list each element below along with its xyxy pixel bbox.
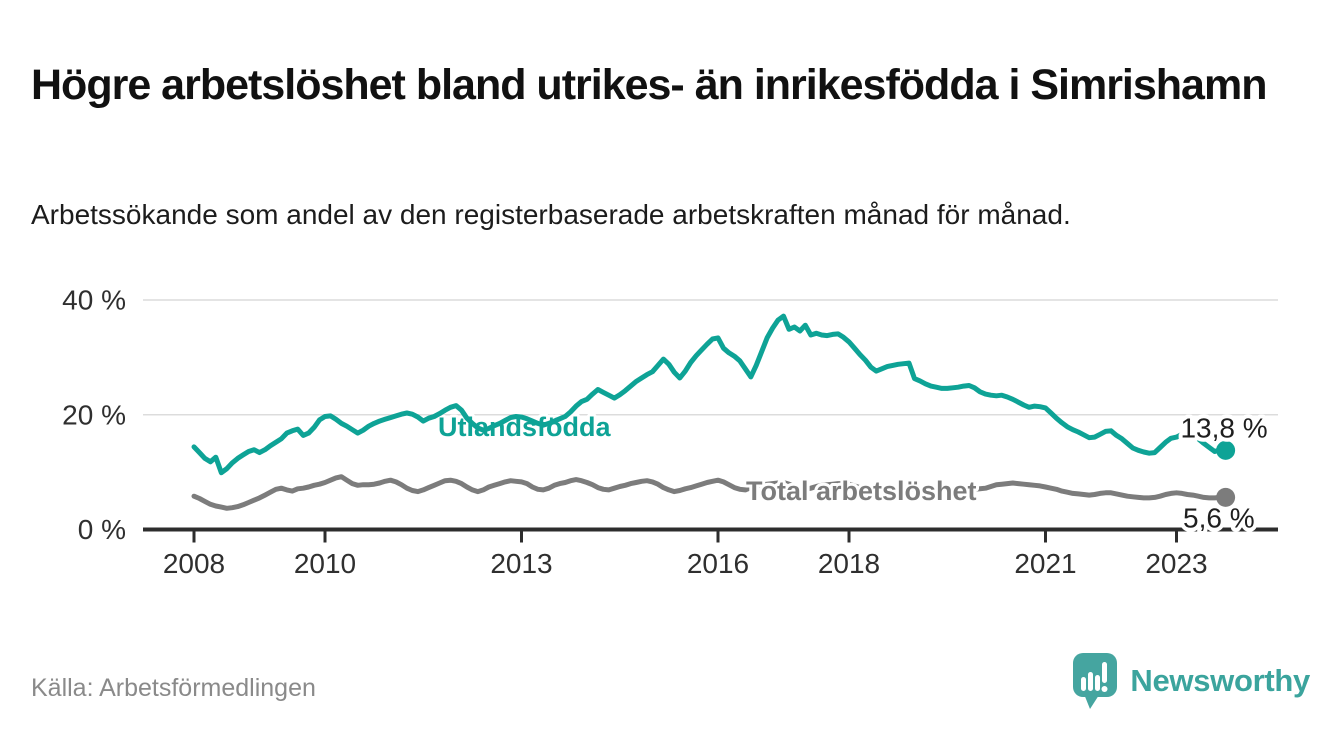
x-tick-label-2008: 2008 [163,548,225,579]
y-tick-label-20: 20 % [62,399,126,430]
newsworthy-logo-text: Newsworthy [1130,662,1310,698]
series-line-utlandsfodda [191,313,1229,476]
source-note: Källa: Arbetsförmedlingen [31,674,316,702]
x-tick-label-2013: 2013 [490,548,552,579]
series-label-total: Total arbetslöshet [746,476,977,506]
x-tick-label-2018: 2018 [818,548,880,579]
end-value-total: 5,6 % [1183,502,1255,533]
y-tick-label-0: 0 % [78,514,126,545]
series-line-total [191,474,1229,511]
x-tick-label-2021: 2021 [1014,548,1076,579]
end-dot-total [1216,487,1236,507]
x-tick-label-2016: 2016 [687,548,749,579]
chart-subtitle: Arbetssökande som andel av den registerb… [31,199,1071,230]
end-dot-utlandsfodda [1216,440,1236,460]
y-tick-label-40: 40 % [62,285,126,316]
x-tick-label-2010: 2010 [294,548,356,579]
newsworthy-logo-icon [1073,653,1118,709]
end-value-utlandsfodda: 13,8 % [1180,412,1267,443]
page-title: Högre arbetslöshet bland utrikes- än inr… [31,60,1267,109]
newsworthy-logo: Newsworthy [1071,651,1310,710]
x-tick-label-2023: 2023 [1145,548,1207,579]
